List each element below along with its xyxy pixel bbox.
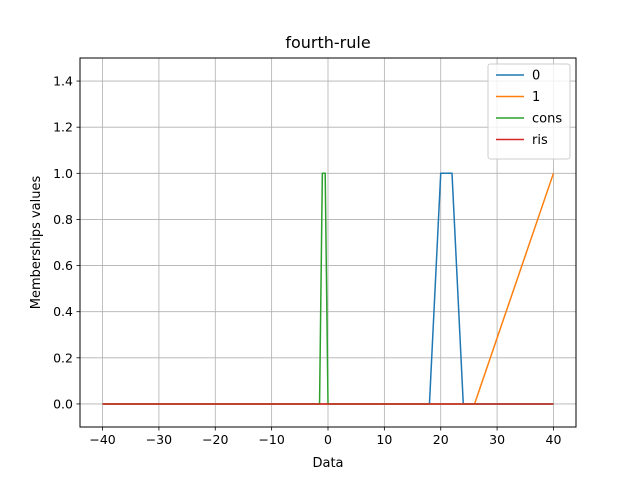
x-tick-label: 40 (546, 432, 562, 447)
x-axis-label: Data (312, 456, 343, 471)
y-tick-label: 0.6 (53, 258, 73, 273)
legend-label-1: 1 (532, 90, 540, 105)
y-tick-label: 0.2 (53, 350, 73, 365)
y-tick-label: 0.8 (53, 212, 73, 227)
y-tick-label: 1.0 (53, 166, 73, 181)
legend-label-ris: ris (532, 133, 548, 148)
x-tick-label: −30 (146, 432, 172, 447)
x-tick-label: 0 (324, 432, 332, 447)
y-tick-label: 1.2 (53, 120, 73, 135)
x-tick-label: 20 (433, 432, 449, 447)
legend-label-0: 0 (532, 69, 540, 84)
y-tick-label: 0.4 (53, 304, 73, 319)
legend-label-cons: cons (532, 112, 562, 127)
y-tick-label: 0.0 (53, 396, 73, 411)
y-axis-label: Memberships values (29, 176, 44, 310)
x-tick-label: 10 (376, 432, 392, 447)
y-tick-label: 1.4 (53, 74, 73, 89)
axis-ticks: −40 −30 −20 −10 0 10 20 30 40 0.0 0.2 0.4 0.6 0.8 1.0 1… (53, 74, 561, 447)
series-layer (102, 172, 555, 405)
x-tick-label: −10 (258, 432, 284, 447)
chart-title: fourth-rule (285, 33, 370, 52)
x-tick-label: −40 (89, 432, 115, 447)
x-tick-label: −20 (202, 432, 228, 447)
legend: 0 1 cons ris (487, 63, 571, 160)
x-tick-label: 30 (489, 432, 505, 447)
legend-box (487, 63, 571, 160)
